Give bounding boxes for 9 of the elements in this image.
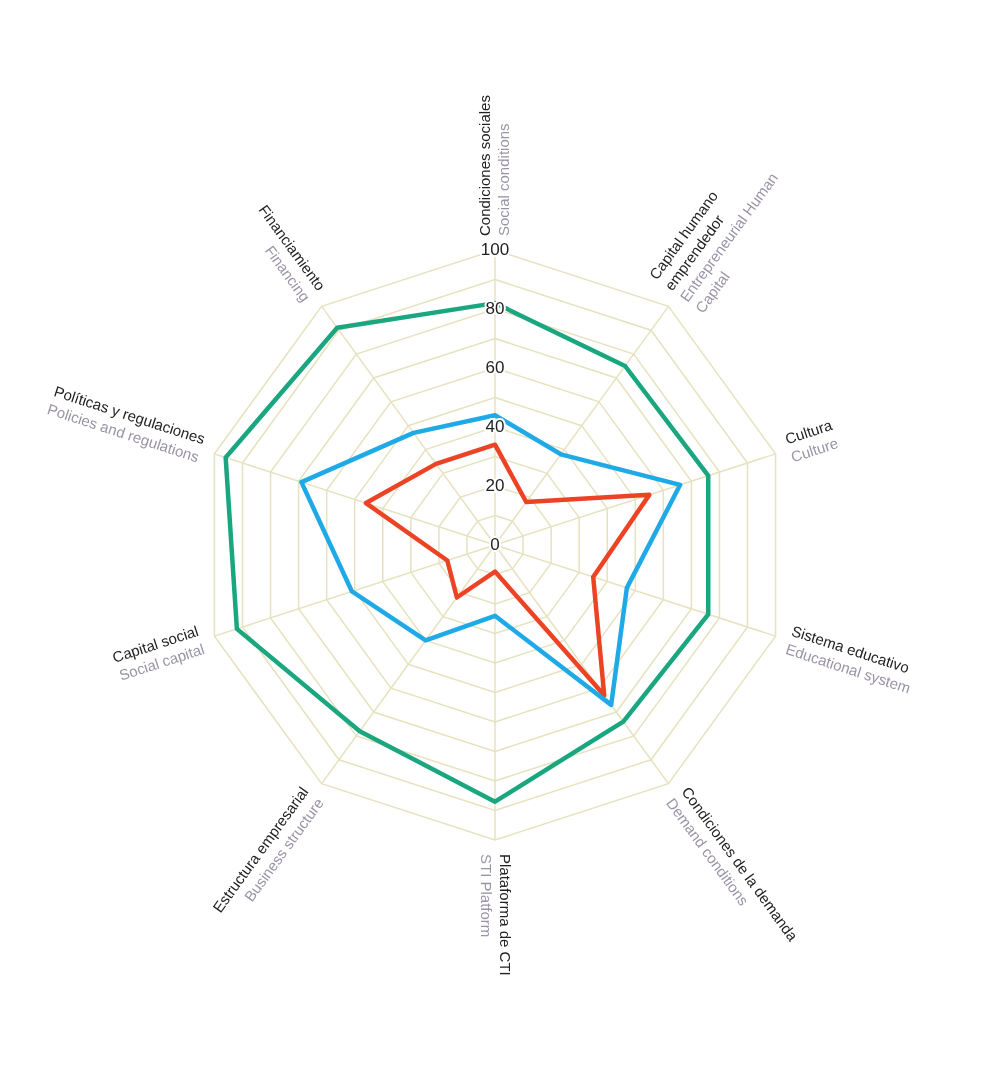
spoke-label: Capital social Social capital [110, 622, 207, 684]
y-tick-label: 0 [490, 534, 500, 554]
y-tick-label: 60 [485, 357, 505, 377]
spoke-label: Cultura Culture [782, 415, 841, 466]
spoke-label: Condiciones sociales Social conditions [475, 95, 512, 236]
y-tick-label: 20 [485, 475, 505, 495]
y-tick-label: 100 [480, 239, 510, 259]
spoke-label: Plataforma de CTI STI Platform [478, 854, 515, 976]
y-tick-label: 40 [485, 416, 505, 436]
